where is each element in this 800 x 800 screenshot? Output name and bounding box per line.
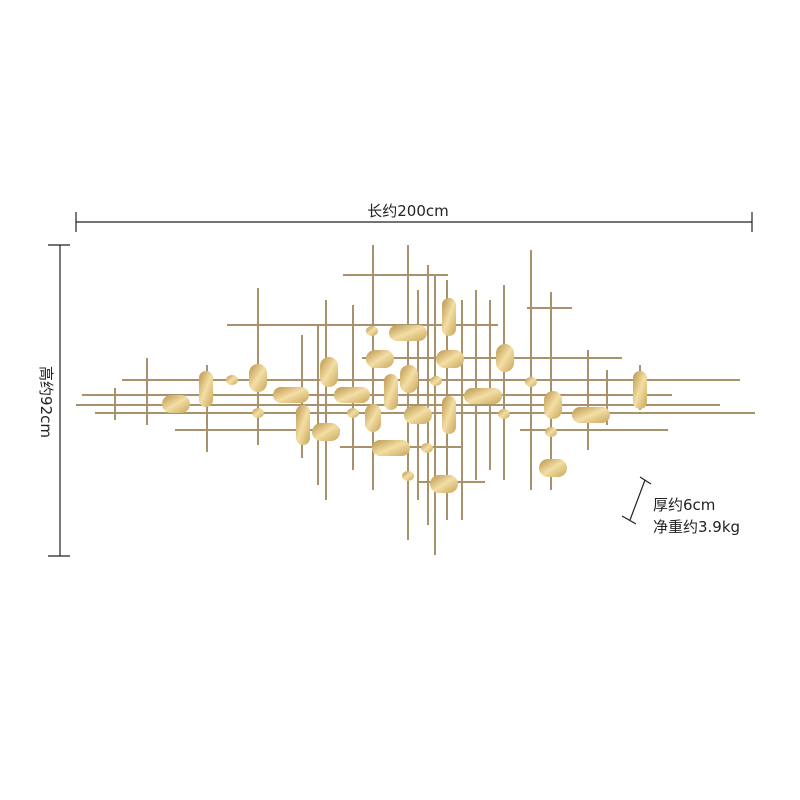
- pill: [442, 298, 456, 336]
- pill: [365, 404, 381, 432]
- pill: [312, 423, 340, 441]
- pill: [372, 440, 410, 456]
- dimension-tick: [621, 515, 637, 525]
- pill: [442, 396, 456, 434]
- weight-label: 净重约3.9kg: [653, 518, 740, 536]
- pill: [273, 387, 309, 403]
- height-label: 高约92cm: [37, 366, 55, 438]
- pill: [366, 350, 394, 368]
- pill: [404, 406, 432, 424]
- thickness-label: 厚约6cm: [653, 496, 715, 514]
- pill: [320, 357, 338, 387]
- pill: [199, 371, 213, 407]
- pill: [384, 374, 398, 410]
- dot: [421, 443, 433, 453]
- dot: [366, 326, 378, 336]
- pill: [430, 475, 458, 493]
- dimension-line: [629, 479, 646, 521]
- dimension-thickness: 厚约6cm 净重约3.9kg: [621, 476, 740, 536]
- dot: [252, 408, 264, 418]
- pill: [544, 391, 562, 419]
- dimension-height: 高约92cm: [37, 244, 70, 557]
- pill: [389, 325, 427, 341]
- dot: [430, 376, 442, 386]
- dimension-tick: [639, 476, 652, 485]
- pill: [539, 459, 567, 477]
- dimension-length: 长约200cm: [75, 202, 753, 232]
- pill: [249, 364, 267, 392]
- pill: [633, 371, 647, 409]
- pill: [296, 405, 310, 445]
- dot: [498, 409, 510, 419]
- dot: [226, 375, 238, 385]
- pill: [162, 395, 190, 413]
- length-label: 长约200cm: [367, 202, 449, 220]
- pill: [334, 387, 370, 403]
- dot: [525, 377, 537, 387]
- dot: [347, 408, 359, 418]
- dot: [545, 427, 557, 437]
- pill: [572, 407, 610, 423]
- pill: [436, 350, 464, 368]
- pill: [496, 344, 514, 372]
- sculpture: [76, 245, 755, 555]
- pill: [400, 365, 418, 393]
- dot: [402, 471, 414, 481]
- pill: [464, 388, 502, 404]
